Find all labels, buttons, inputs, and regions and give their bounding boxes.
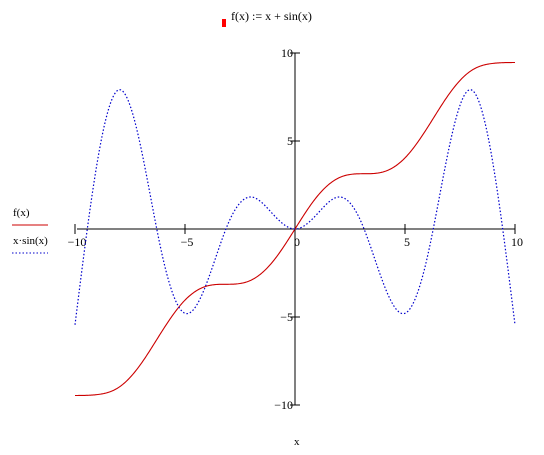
x-tick-label: 5 — [404, 235, 410, 249]
legend-swatches — [12, 224, 48, 254]
y-tick-label: 5 — [287, 134, 293, 148]
series-layer — [74, 61, 516, 397]
x-tick-label: 0 — [294, 235, 300, 249]
region-marker-icon — [222, 19, 226, 27]
x-tick-label: −5 — [181, 235, 194, 249]
x-tick-label: 10 — [511, 235, 523, 249]
series-line-f — [74, 61, 516, 397]
axes — [77, 53, 515, 405]
y-tick-label: −5 — [280, 310, 293, 324]
definition-text: f(x) := x + sin(x) — [231, 9, 312, 23]
y-tick-label: −10 — [274, 398, 293, 412]
y-tick-label: 10 — [281, 46, 293, 60]
x-axis-label: x — [294, 436, 300, 448]
ticks: −10 −5 0 5 10 −10 −5 5 10 — [68, 46, 523, 412]
legend-label-xsinx: x·sin(x) — [13, 235, 48, 247]
x-tick-label: −10 — [68, 235, 87, 249]
legend-label-f: f(x) — [13, 207, 30, 219]
